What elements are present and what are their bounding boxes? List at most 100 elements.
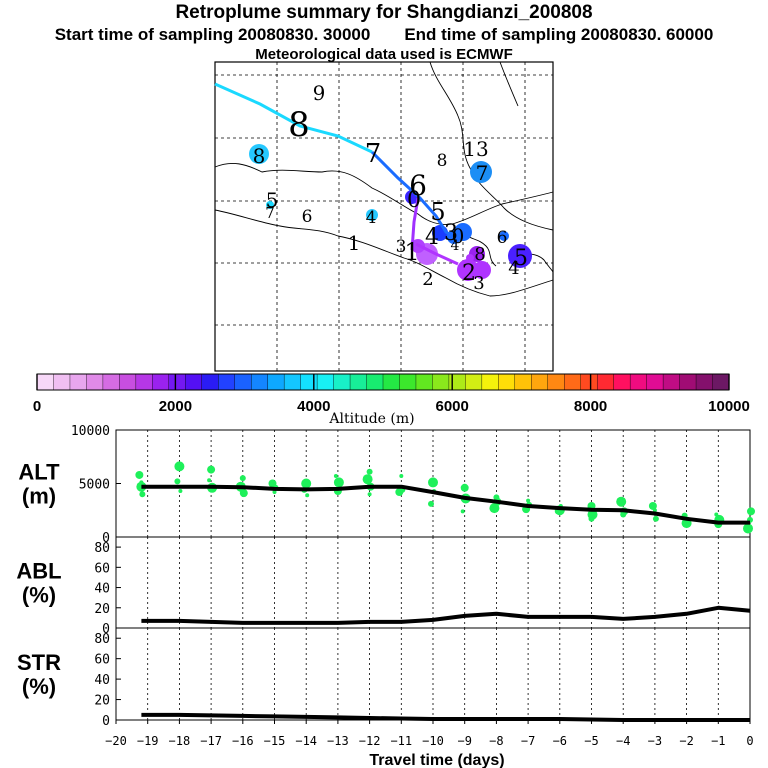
start-time-text: Start time of sampling 20080830. 30000 [54, 25, 371, 44]
y-tick-label: 20 [94, 602, 110, 617]
trajectory-segment-purple [410, 197, 420, 251]
scatter-point [460, 509, 465, 514]
x-tick-label: −7 [521, 734, 535, 748]
map-day-label: 5 [514, 246, 528, 271]
colorbar-swatch [185, 373, 203, 391]
scatter-point [747, 507, 755, 516]
scatter-point [268, 479, 277, 488]
y-tick-label: 40 [94, 673, 110, 688]
map-marker [457, 259, 479, 281]
y-tick-label: 80 [94, 632, 110, 647]
colorbar-swatch [399, 373, 417, 391]
series-points [141, 486, 751, 523]
y-tick-label: 5000 [79, 478, 110, 493]
map-marker [249, 144, 269, 164]
x-tick-label: 0 [746, 734, 753, 748]
map-day-label: 6 [302, 207, 313, 227]
map-day-label: 9 [313, 81, 326, 105]
scatter-point [305, 493, 310, 498]
colorbar-swatch [432, 373, 450, 391]
scatter-point [526, 498, 531, 503]
colorbar-swatch [679, 373, 697, 391]
colorbar-swatch [250, 373, 269, 391]
map-day-label: 2 [422, 269, 433, 290]
scatter-point [367, 492, 372, 497]
colorbar-swatch [349, 373, 368, 391]
colorbar-swatch [53, 373, 71, 391]
x-tick-label: −3 [648, 734, 662, 748]
coastlines [214, 61, 554, 297]
map-day-label: 3 [444, 221, 458, 246]
colorbar-swatch [333, 373, 351, 391]
trajectory-segment-cyan [214, 82, 373, 154]
colorbar-swatch [300, 373, 318, 391]
map-marker [508, 244, 532, 268]
x-tick-label: −14 [295, 734, 317, 748]
scatter-point [207, 465, 216, 474]
map-marker [366, 209, 378, 221]
map-day-label: 7 [365, 139, 382, 169]
altitude-scatter [135, 461, 755, 534]
scatter-point [333, 474, 338, 479]
colorbar-swatch [283, 373, 302, 391]
scatter-point [239, 475, 246, 482]
scatter-point [333, 477, 344, 488]
map-day-label: 0 [452, 224, 465, 248]
map-marker [266, 201, 274, 209]
colorbar-swatch [712, 373, 730, 391]
y-axis-label: STR [17, 650, 61, 675]
scatter-point [460, 483, 469, 492]
x-tick-label: −2 [679, 734, 693, 748]
scatter-point [428, 500, 434, 507]
colorbar-swatch [514, 373, 532, 391]
panel-abl: 80 60 40 20 0 ABL(%) [16, 536, 751, 637]
map-day-label: 3 [473, 273, 484, 294]
colorbar-swatch [613, 373, 631, 391]
colorbar-swatch [415, 373, 433, 391]
colorbar-swatch [596, 373, 615, 391]
y-tick-label: 80 [94, 541, 110, 556]
trajectory-segment-blue [370, 150, 459, 242]
colorbar-swatch [547, 373, 565, 391]
x-tick-label: −4 [616, 734, 630, 748]
x-tick-label: −17 [200, 734, 222, 748]
x-tick-label: −18 [169, 734, 191, 748]
scatter-point [714, 512, 719, 517]
scatter-point [139, 491, 146, 498]
colorbar-swatch [498, 373, 516, 391]
map-day-label: 7 [476, 161, 489, 185]
map-day-label: 8 [253, 144, 266, 168]
colorbar-swatch [564, 373, 582, 391]
x-tick-label: −8 [489, 734, 503, 748]
colorbar-swatch [135, 373, 153, 391]
colorbar-swatch [168, 373, 186, 391]
y-tick-label: 60 [94, 561, 110, 576]
map-marker [499, 231, 509, 241]
x-tick-label: −9 [457, 734, 471, 748]
map-day-label: 6 [497, 228, 508, 248]
scatter-point [301, 478, 312, 489]
map-day-label: 8 [437, 151, 448, 171]
scatter-point [648, 501, 657, 510]
map-day-label: 0 [407, 188, 421, 213]
scatter-point [399, 474, 404, 479]
scatter-point [178, 488, 183, 493]
scatter-point [616, 496, 627, 507]
map-day-label: 13 [463, 137, 488, 161]
x-tick-label: −13 [327, 734, 349, 748]
colorbar-label: Altitude (m) [328, 411, 414, 427]
sampling-times: Start time of sampling 20080830. 30000 En… [0, 25, 768, 45]
x-tick-label: −20 [105, 734, 127, 748]
map-day-label: 1 [404, 238, 419, 266]
map-day-label: 6 [409, 169, 427, 202]
scatter-point [135, 470, 144, 479]
colorbar-swatch [695, 373, 714, 391]
colorbar-swatch [448, 373, 466, 391]
scatter-point [652, 515, 659, 522]
colorbar-swatch [316, 373, 335, 391]
scatter-point [272, 490, 277, 495]
x-tick-label: −16 [232, 734, 254, 748]
